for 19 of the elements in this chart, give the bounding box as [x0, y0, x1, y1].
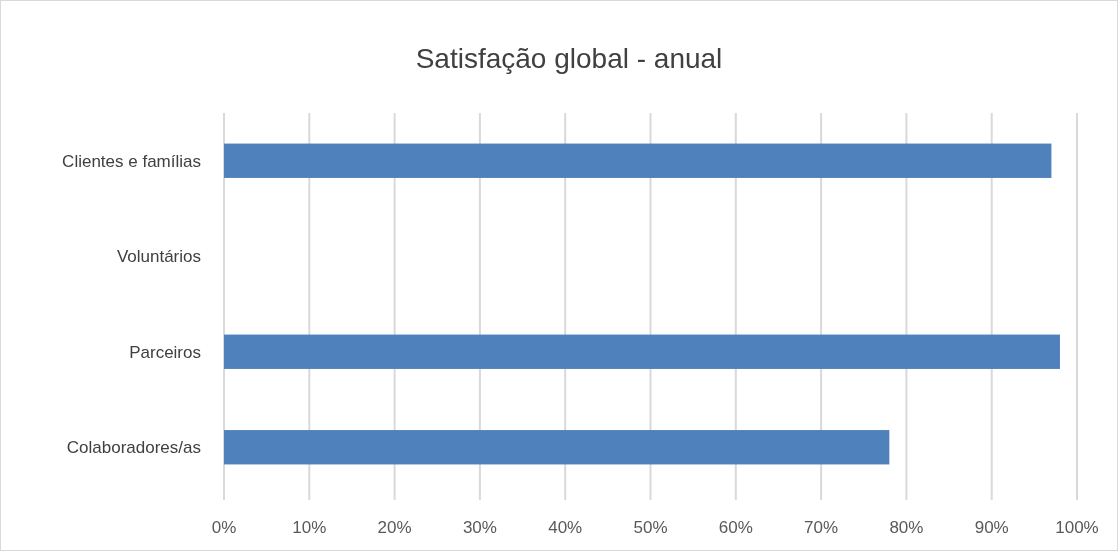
- x-tick-label: 20%: [377, 518, 412, 537]
- chart-title: Satisfação global - anual: [415, 43, 723, 74]
- bar: [224, 143, 1052, 178]
- bar: [224, 334, 1060, 369]
- y-tick-label: Clientes e famílias: [62, 151, 201, 171]
- x-tick-label: 0%: [211, 518, 237, 537]
- x-tick-label: 90%: [974, 518, 1009, 537]
- x-tick-label: 100%: [1055, 518, 1099, 537]
- x-tick-label: 50%: [633, 518, 668, 537]
- y-tick-label: Voluntários: [116, 247, 201, 267]
- x-tick-label: 30%: [462, 518, 497, 537]
- x-tick-label: 40%: [548, 518, 583, 537]
- x-tick-label: 60%: [718, 518, 753, 537]
- y-tick-label: Parceiros: [129, 342, 201, 362]
- x-tick-label: 80%: [889, 518, 924, 537]
- x-tick-label: 10%: [292, 518, 327, 537]
- bar: [224, 430, 890, 465]
- x-tick-label: 70%: [804, 518, 839, 537]
- y-tick-label: Colaboradores/as: [66, 438, 201, 458]
